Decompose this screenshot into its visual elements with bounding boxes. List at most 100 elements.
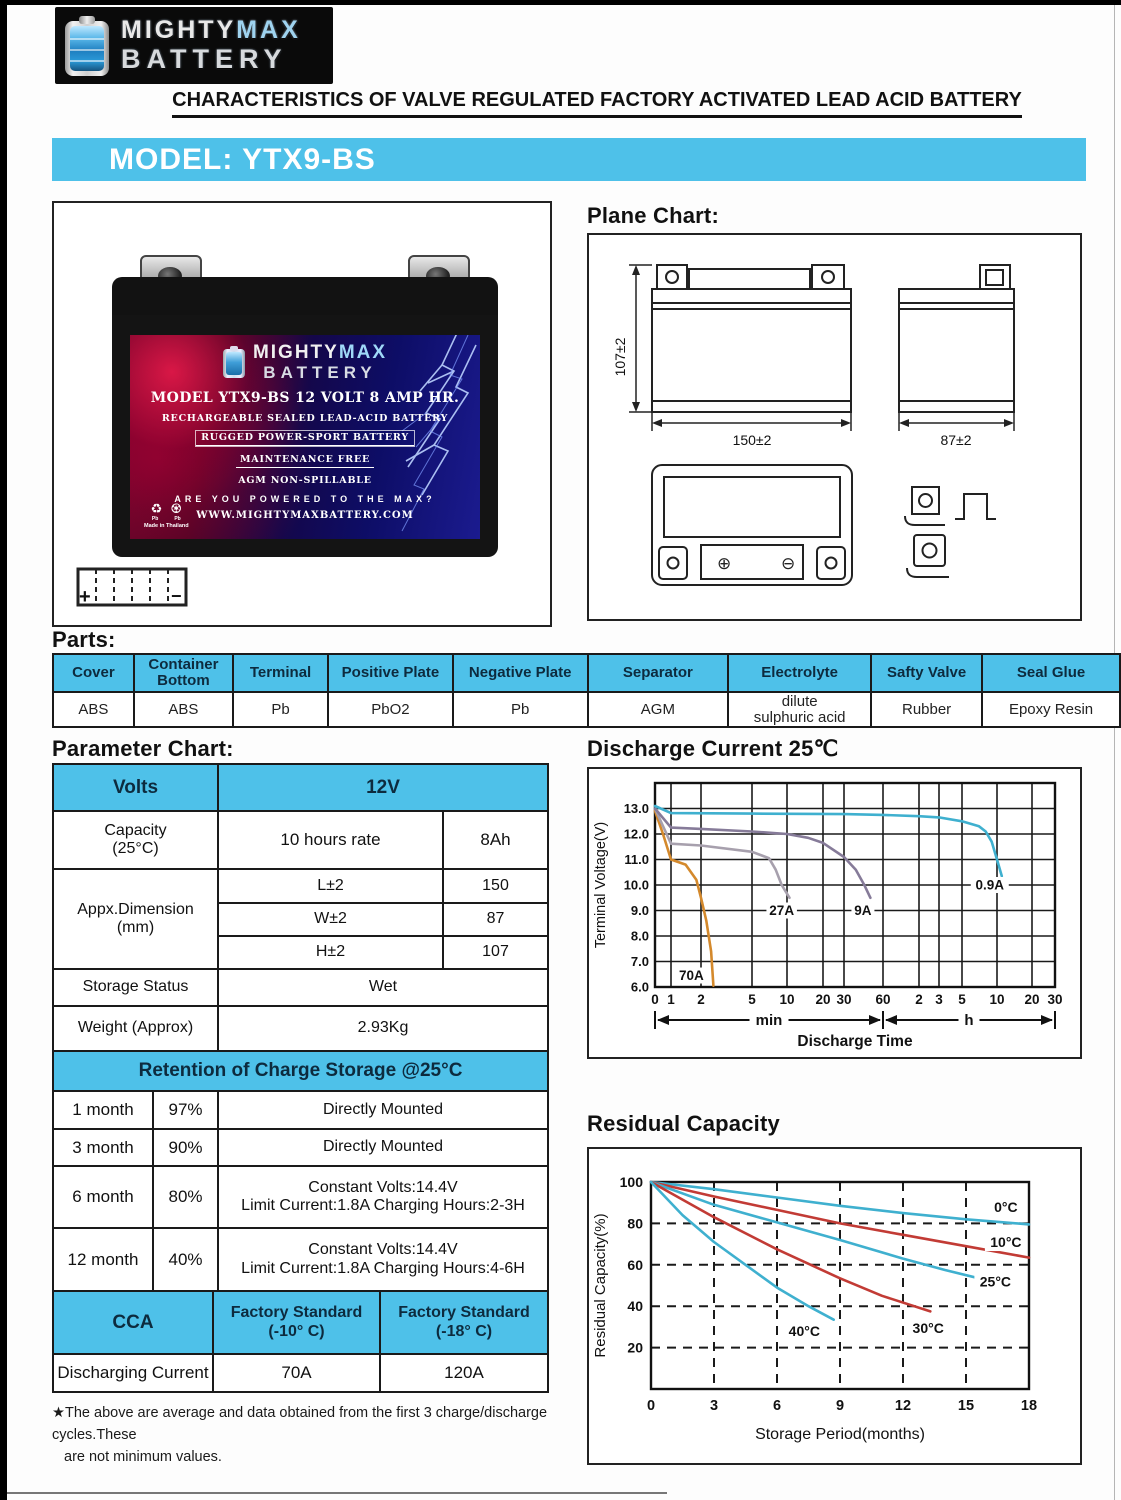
parts-header-cell: Positive Plate [327,653,454,693]
parts-header-cell: Seal Glue [981,653,1121,693]
brand-name-line1: MIGHTYMAX [121,16,301,44]
cca-header-minus18: Factory Standard (-18° C) [379,1290,549,1355]
curve-0.9A [653,804,1004,878]
curve-label-bg [974,1272,1017,1291]
x-tick-label: 6 [773,1398,781,1414]
dim-w-key: W±2 [217,902,444,937]
x-tick-label: 12 [895,1398,911,1414]
y-tick-label: 7.0 [631,954,649,969]
label-compliance-icons: ♻ ♼ Pb Pb Made in Thailand [144,501,189,529]
x-tick-label: 0 [647,1398,655,1414]
recycle-icon: ♻ [150,501,163,516]
cell-layout-diagram: + − [68,561,198,618]
arrowhead [869,1015,881,1025]
retention-table: Retention of Charge Storage @25°C 1 mont… [51,1050,550,1292]
y-axis-title: Residual Capacity(%) [592,1213,609,1357]
y-tick-label: 80 [627,1215,643,1231]
x-tick-label: 0 [651,992,659,1007]
label-battery-icon [222,346,245,378]
dim-width-label: 87±2 [940,432,971,448]
cell-minus: − [171,586,182,606]
footnote: ★The above are average and data obtained… [52,1405,548,1465]
x-tick-label: 18 [1021,1398,1037,1414]
cca-value-minus10: 70A [212,1353,381,1393]
curve-25°C [649,1180,989,1282]
cca-header-minus10: Factory Standard (-10° C) [212,1290,381,1355]
dim-l-key: L±2 [217,868,444,904]
page-right-edge [1114,5,1115,1500]
y-tick-label: 100 [620,1174,644,1190]
cca-value-minus18: 120A [379,1353,549,1393]
curve-10°C [649,1180,1031,1259]
curve-label: 40°C [789,1323,820,1339]
x-tick-label: 9 [836,1398,844,1414]
discharge-chart-title: Discharge Current 25℃ [587,736,839,761]
x-axis-title: Discharge Time [797,1033,913,1050]
y-tick-label: 6.0 [631,980,649,995]
x-tick-label: 2 [915,992,923,1007]
dim-length-label: 150±2 [733,432,772,448]
range-label: min [756,1012,783,1029]
y-tick-label: 20 [627,1340,643,1356]
label-website: WWW.MIGHTYMAXBATTERY.COM [196,510,414,521]
arrowhead [657,1015,669,1025]
parts-header-cell: Negative Plate [451,653,589,693]
curve-label-bg [783,1322,826,1341]
discharge-chart: 70A 27A 9A 0.9A 13.0 12.0 11.0 10.0 9.0 8.0 7.0 6.0… [593,781,1063,1050]
retention-period: 3 month [52,1128,154,1167]
positive-terminal-symbol: ⊕ [717,554,731,573]
parts-header-cell: Terminal [232,653,330,693]
retention-method: Constant Volts:14.4V Limit Current:1.8A … [216,1227,550,1292]
x-tick-label: 30 [1047,992,1062,1007]
parts-value-cell: Epoxy Resin [981,691,1121,728]
curve-label-bg [988,1197,1023,1216]
y-tick-label: 12.0 [624,827,649,842]
page-bottom-edge [7,1492,667,1494]
battery-icon [65,15,109,76]
label-line5: AGM NON-SPILLABLE [238,475,372,486]
x-tick-label: 3 [710,1398,718,1414]
parts-header-cell: Separator [586,653,730,693]
curve-label: 0.9A [976,878,1005,893]
x-tick-label: 10 [989,992,1004,1007]
retention-period: 12 month [52,1227,154,1292]
capacity-rate: 10 hours rate [217,810,444,870]
capacity-label: Capacity (25°C) [52,810,219,870]
x-tick-label: 5 [958,992,966,1007]
parts-value-cell: ABS [52,691,135,728]
parts-header-cell: Electrolyte [727,653,873,693]
parts-value-cell: PbO2 [327,691,454,728]
parts-value-cell: Rubber [870,691,984,728]
page-title: CHARACTERISTICS OF VALVE REGULATED FACTO… [97,89,1097,118]
x-tick-label: 1 [667,992,675,1007]
curve-label: 0°C [994,1199,1018,1215]
plane-chart-title: Plane Chart: [587,203,719,228]
curve-label: 25°C [980,1273,1011,1289]
y-axis-title: Terminal Voltage(V) [593,822,609,949]
label-line4: MAINTENANCE FREE [130,453,480,468]
curve-label: 9A [854,903,872,918]
parameter-table-top: Volts 12V Capacity (25°C) 10 hours rate … [52,763,549,1052]
curve-label: 27A [769,903,794,918]
parts-header-cell: Cover [52,653,135,693]
x-axis-title: Storage Period(months) [755,1426,925,1443]
y-tick-label: 60 [627,1257,643,1273]
residual-chart: 0°C 10°C 25°C 30°C 40°C 100 80 60 40 20 0 3 6 9 12 15 18… [592,1174,1037,1443]
plot-frame [649,1180,1031,1391]
parts-value-cell: dilute sulphuric acid [727,691,873,728]
brand-name-line2: BATTERY [121,44,288,74]
retention-period: 1 month [52,1090,154,1130]
label-line6: ARE YOU POWERED TO THE MAX? [174,494,436,504]
range-label-bg [958,1011,980,1029]
plot-frame [653,781,1057,989]
dim-h-key: H±2 [217,935,444,970]
y-tick-label: 40 [627,1298,643,1314]
parameter-chart-title: Parameter Chart: [52,736,234,761]
x-tick-label: 20 [815,992,830,1007]
y-tick-label: 8.0 [631,929,649,944]
dimension-label: Appx.Dimension (mm) [52,868,219,970]
y-tick-label: 11.0 [624,852,649,867]
parts-title: Parts: [52,627,116,652]
label-line3: RUGGED POWER-SPORT BATTERY [130,430,480,447]
